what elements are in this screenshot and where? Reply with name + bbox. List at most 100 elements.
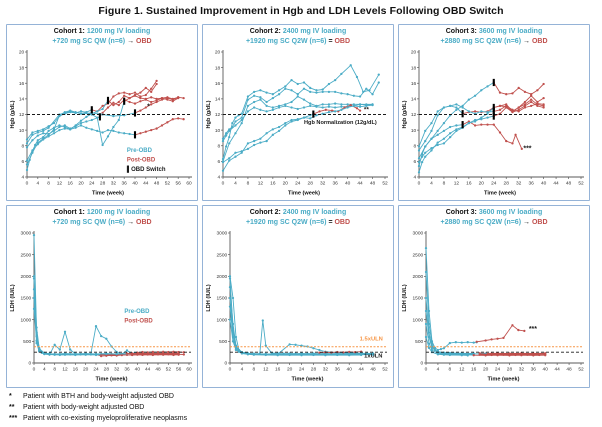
svg-text:24: 24 [491, 180, 497, 186]
svg-text:52: 52 [578, 366, 584, 372]
svg-text:12: 12 [263, 366, 269, 372]
svg-text:8: 8 [53, 366, 56, 372]
obd-label: OBD [334, 218, 351, 226]
svg-text:8: 8 [22, 143, 25, 149]
svg-text:8: 8 [443, 180, 446, 186]
svg-text:60: 60 [186, 180, 192, 186]
svg-text:***: *** [529, 326, 537, 333]
svg-text:Time (week): Time (week) [488, 376, 520, 382]
chart-canvas: 0 4 8 12 16 20 24 28 32 36 40 44 48 52 56 6005001000150… [10, 230, 192, 382]
svg-text:24: 24 [295, 180, 301, 186]
svg-text:20: 20 [83, 366, 89, 372]
svg-text:500: 500 [23, 339, 31, 345]
svg-text:32: 32 [519, 366, 525, 372]
footnote-mark: *** [9, 414, 18, 422]
connector: → [127, 37, 137, 45]
cohort-label: Cohort 3: [445, 28, 479, 35]
svg-text:16: 16 [471, 366, 477, 372]
svg-text:4: 4 [22, 174, 25, 180]
svg-text:44: 44 [143, 180, 149, 186]
svg-text:4: 4 [241, 366, 244, 372]
svg-text:32: 32 [111, 180, 117, 186]
svg-text:3000: 3000 [217, 230, 228, 236]
svg-text:36: 36 [122, 180, 128, 186]
svg-text:12: 12 [19, 112, 25, 118]
svg-text:Time (week): Time (week) [96, 376, 128, 382]
svg-text:40: 40 [541, 180, 547, 186]
panel-title: Cohort 3: 3600 mg IV loading +2880 mg SC… [399, 25, 589, 47]
svg-text:8: 8 [218, 143, 221, 149]
panel-title: Cohort 2: 2400 mg IV loading +1920 mg SC… [203, 25, 393, 47]
svg-text:0: 0 [222, 180, 225, 186]
svg-text:16: 16 [19, 81, 25, 87]
svg-text:6: 6 [414, 159, 417, 165]
svg-text:52: 52 [382, 366, 388, 372]
svg-text:12: 12 [411, 112, 417, 118]
svg-text:28: 28 [311, 366, 317, 372]
svg-text:56: 56 [176, 366, 182, 372]
footnote-mark: * [9, 393, 12, 400]
chart-canvas: 0 4 8 12 16 20 24 28 32 36 40 44 48 52050010001500200… [206, 230, 388, 382]
svg-text:28: 28 [504, 180, 510, 186]
svg-text:12: 12 [459, 366, 465, 372]
svg-text:32: 32 [320, 180, 326, 186]
svg-text:2500: 2500 [217, 252, 228, 258]
svg-text:1000: 1000 [413, 317, 424, 323]
svg-text:24: 24 [89, 180, 95, 186]
svg-text:1000: 1000 [217, 317, 228, 323]
svg-text:Hgb Normalization (12g/dL): Hgb Normalization (12g/dL) [304, 119, 377, 125]
svg-text:40: 40 [347, 366, 353, 372]
svg-text:Hgb (g/dL): Hgb (g/dL) [206, 100, 212, 128]
connector: = [328, 218, 335, 226]
dose-line2: +1920 mg SC Q2W (n=6) [245, 37, 329, 45]
svg-text:0: 0 [418, 180, 421, 186]
panel-title: Cohort 1: 1200 mg IV loading +720 mg SC … [7, 25, 197, 47]
svg-text:48: 48 [370, 366, 376, 372]
svg-text:52: 52 [166, 366, 172, 372]
svg-text:36: 36 [531, 366, 537, 372]
panel-title: Cohort 1: 1200 mg IV loading +720 mg SC … [7, 206, 197, 228]
svg-text:52: 52 [578, 180, 584, 186]
svg-text:20: 20 [479, 180, 485, 186]
svg-text:4: 4 [43, 366, 46, 372]
svg-text:32: 32 [114, 366, 120, 372]
svg-text:10: 10 [19, 127, 25, 133]
obd-label: OBD [136, 37, 152, 45]
svg-text:14: 14 [215, 96, 221, 102]
chart-canvas: 0 4 8 12 16 20 24 28 32 36 40 44 48 52 56 6046810121416… [10, 49, 192, 196]
svg-text:**: ** [364, 106, 370, 113]
obd-label: OBD [334, 37, 351, 45]
svg-text:4: 4 [430, 180, 433, 186]
svg-text:4: 4 [414, 174, 417, 180]
dose-line1: 1200 mg IV loading [86, 209, 151, 216]
svg-text:Post-OBD: Post-OBD [124, 318, 153, 324]
svg-text:0: 0 [229, 366, 232, 372]
svg-text:14: 14 [19, 96, 25, 102]
cohort-panel-3-ldh: Cohort 3: 3600 mg IV loading +2880 mg SC… [398, 205, 590, 388]
svg-text:28: 28 [308, 180, 314, 186]
svg-text:3000: 3000 [413, 230, 424, 236]
svg-text:8: 8 [47, 180, 50, 186]
dose-line1: 3600 mg IV loading [478, 28, 543, 35]
svg-text:2500: 2500 [21, 252, 32, 258]
dose-line2: +720 mg SC QW (n=6) [52, 218, 128, 226]
svg-text:40: 40 [345, 180, 351, 186]
dose-line2: +2880 mg SC Q2W (n=6) [440, 37, 523, 45]
svg-text:16: 16 [68, 180, 74, 186]
svg-text:12: 12 [454, 180, 460, 186]
cohort-label: Cohort 2: [249, 209, 283, 216]
dose-line2: +720 mg SC QW (n=6) [52, 37, 128, 45]
svg-text:52: 52 [382, 180, 388, 186]
svg-text:Time (week): Time (week) [484, 190, 516, 196]
svg-text:8: 8 [414, 143, 417, 149]
svg-text:1000: 1000 [21, 317, 32, 323]
svg-text:16: 16 [73, 366, 79, 372]
svg-text:▌OBD Switch: ▌OBD Switch [127, 164, 166, 172]
svg-text:20: 20 [287, 366, 293, 372]
svg-text:24: 24 [299, 366, 305, 372]
svg-text:0: 0 [421, 360, 424, 366]
svg-text:12: 12 [62, 366, 68, 372]
obd-label: OBD [531, 218, 548, 226]
svg-text:Hgb (g/dL): Hgb (g/dL) [402, 100, 408, 128]
footnote-text: Patient with co-existing myeloproliferat… [22, 414, 188, 422]
